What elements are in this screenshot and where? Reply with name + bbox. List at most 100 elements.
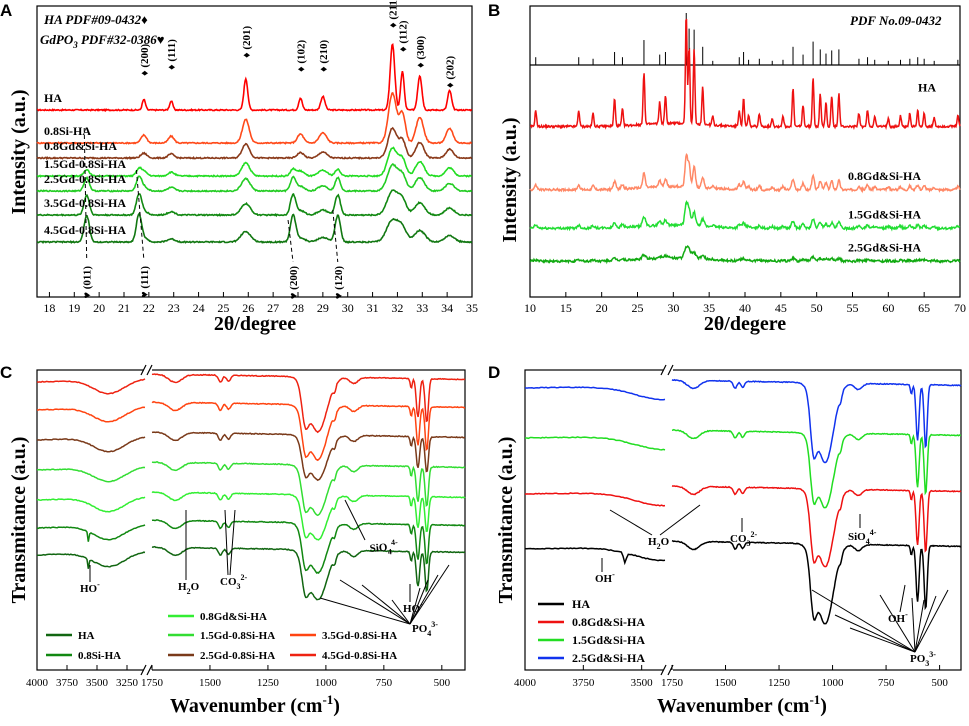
- c-legend-label-6: 4.5Gd-0.8Si-HA: [322, 650, 397, 662]
- panel-letter-a: A: [0, 1, 12, 20]
- d-xlab-sup: -1: [809, 692, 820, 707]
- c-legend-label-1: 0.8Si-HA: [78, 650, 121, 662]
- panel-b-series: HA 0.8Gd&Si-HA 1.5Gd&Si-HA 2.5Gd&Si-HA: [529, 18, 961, 265]
- b-tick-label-60: 60: [882, 301, 894, 315]
- b-tick-label-50: 50: [811, 301, 823, 315]
- c-series-line-right-5: [151, 519, 466, 574]
- d-ann-sio4-sup: 4-: [870, 528, 877, 537]
- d-tick-label-500: 500: [931, 677, 948, 689]
- panel-d-y-axis-label: Transmitance (a.u.): [495, 437, 517, 604]
- d-legend-label-3: 2.5Gd&Si-HA: [572, 651, 645, 665]
- d-ann-po3-arrow-1: [834, 614, 916, 653]
- d-tick-label-1750: 1750: [661, 677, 684, 689]
- b-tick-label-55: 55: [847, 301, 859, 315]
- panel-d-x-axis-label: Wavenumber (cm-1): [657, 692, 827, 717]
- c-ann-co3-sup: 2-: [241, 573, 248, 582]
- b-tick-label-10: 10: [524, 301, 536, 315]
- a-tick-label-30: 30: [342, 301, 354, 315]
- c-ann-sio4-arrow: [344, 499, 366, 541]
- a-series-line-6: [36, 211, 473, 244]
- panel-c-ftir-chart: 4000 3750 3500 3250 1750 1500 1250 1000 750 500 H…: [8, 362, 466, 717]
- d-ann-po3-arrow-3: [879, 594, 916, 653]
- gdpo-sub: 3: [72, 40, 78, 50]
- a-series-label-1: 0.8Si-HA: [44, 124, 91, 138]
- panel-d-axis-break: [660, 364, 674, 676]
- d-ann-h2o-arrow2: [609, 509, 653, 536]
- b-tick-label-70: 70: [954, 301, 966, 315]
- c-series-line-left-4: [36, 496, 146, 513]
- d-ann-h2o: H2O: [648, 536, 670, 551]
- panel-c-break-bottom-mask: [144, 663, 152, 679]
- panel-d-annotations: H2O CO32- SiO44- OH- OH- PO33-: [595, 504, 949, 668]
- c-tick-label-750: 750: [376, 677, 393, 689]
- a-ha-peak-label-8: ♦ (202): [445, 55, 457, 88]
- panel-d-frame: [524, 369, 962, 671]
- c-series-line-right-0: [151, 373, 466, 434]
- c-series-line-left-5: [36, 524, 146, 542]
- b-series-label-3: 2.5Gd&Si-HA: [848, 240, 921, 254]
- a-ha-peak-label-6: ♦ (112): [397, 20, 409, 52]
- panel-d-legend: HA 0.8Gd&Si-HA 1.5Gd&Si-HA 2.5Gd&Si-HA: [538, 597, 645, 665]
- c-tick-label-3750: 3750: [56, 677, 79, 689]
- b-series-line-2: [529, 200, 961, 232]
- d-tick-label-1500: 1500: [715, 677, 738, 689]
- a-gd-peak-label-2: ♥ (200): [288, 266, 300, 299]
- c-ann-co3-sub: 3: [237, 582, 241, 591]
- d-series-line-right-3: [671, 539, 962, 625]
- a-tick-label-31: 31: [367, 301, 379, 315]
- panel-letter-b: B: [488, 1, 500, 20]
- c-ann-h2o: H2O: [178, 581, 200, 596]
- d-tick-label-3500: 3500: [631, 677, 654, 689]
- b-tick-label-35: 35: [703, 301, 715, 315]
- panel-c-frame: [36, 369, 466, 671]
- b-series-line-3: [529, 245, 961, 265]
- c-ann-ho: HO-: [80, 580, 100, 595]
- b-series-label-2: 1.5Gd&Si-HA: [848, 207, 921, 221]
- a-ha-peak-label-3: ♦ (102): [295, 39, 307, 72]
- d-legend-label-2: 1.5Gd&Si-HA: [572, 633, 645, 647]
- c-ann-co3-arrow1: [224, 509, 229, 576]
- a-guide-line-3: [332, 209, 339, 263]
- c-series-line-left-1: [37, 406, 146, 423]
- gdpo-text: GdPO: [40, 32, 74, 47]
- c-tick-label-4000: 4000: [26, 677, 49, 689]
- panel-c-break-top-mask: [144, 362, 152, 378]
- panel-c-series: [36, 373, 466, 601]
- panel-d-x-ticks: 4000 3750 3500 1750 1500 1250 1000 750 500: [514, 665, 948, 689]
- panel-d-ftir-chart: 4000 3750 3500 1750 1500 1250 1000 750 500 H2O CO…: [495, 362, 962, 717]
- d-ann-co3-sub: 3: [747, 539, 751, 548]
- d-ann-oh1: OH-: [595, 570, 615, 585]
- panel-d-break-top-mask: [663, 362, 673, 378]
- c-series-line-right-4: [151, 491, 466, 541]
- a-series-label-5: 3.5Gd-0.8Si-HA: [44, 196, 126, 210]
- a-ha-peak-label-0: ♦ (200): [139, 43, 151, 76]
- c-ann-po4-sup: 3-: [431, 620, 438, 629]
- a-ha-peak-label-1: ♦ (111): [166, 39, 178, 70]
- c-tick-label-1000: 1000: [315, 677, 338, 689]
- c-series-line-right-3: [151, 461, 466, 517]
- panel-letter-c: C: [0, 363, 12, 382]
- d-ann-oh2-arrow: [899, 584, 906, 613]
- c-ann-po4-arrow-7: [409, 564, 450, 625]
- d-ann-h2o-s1: 2: [657, 542, 661, 551]
- c-legend-label-2: 0.8Gd&Si-HA: [200, 611, 267, 623]
- c-ann-po4-arrow-5: [409, 579, 429, 625]
- b-tick-label-65: 65: [918, 301, 930, 315]
- d-ann-po3: PO33-: [910, 650, 936, 668]
- d-xlab-main: Wavenumber (cm: [657, 695, 810, 717]
- c-xlab-main: Wavenumber (cm: [170, 695, 323, 717]
- a-tick-label-33: 33: [416, 301, 428, 315]
- d-ann-oh2: OH-: [888, 610, 908, 625]
- c-ann-ho-sup: -: [97, 580, 100, 589]
- c-ann-po4-arrow-3: [391, 599, 411, 625]
- panel-a-frame: [36, 5, 473, 298]
- c-series-line-right-2: [151, 431, 466, 482]
- a-series-line-5: [36, 189, 472, 218]
- c-ann-po4-arrow-6: [409, 574, 439, 625]
- a-series-label-6: 4.5Gd-0.8Si-HA: [44, 223, 126, 237]
- d-legend-label-1: 0.8Gd&Si-HA: [572, 615, 645, 629]
- a-tick-label-28: 28: [292, 301, 304, 315]
- c-tick-label-1750: 1750: [141, 677, 164, 689]
- d-ann-oh1-s1: -: [612, 570, 615, 579]
